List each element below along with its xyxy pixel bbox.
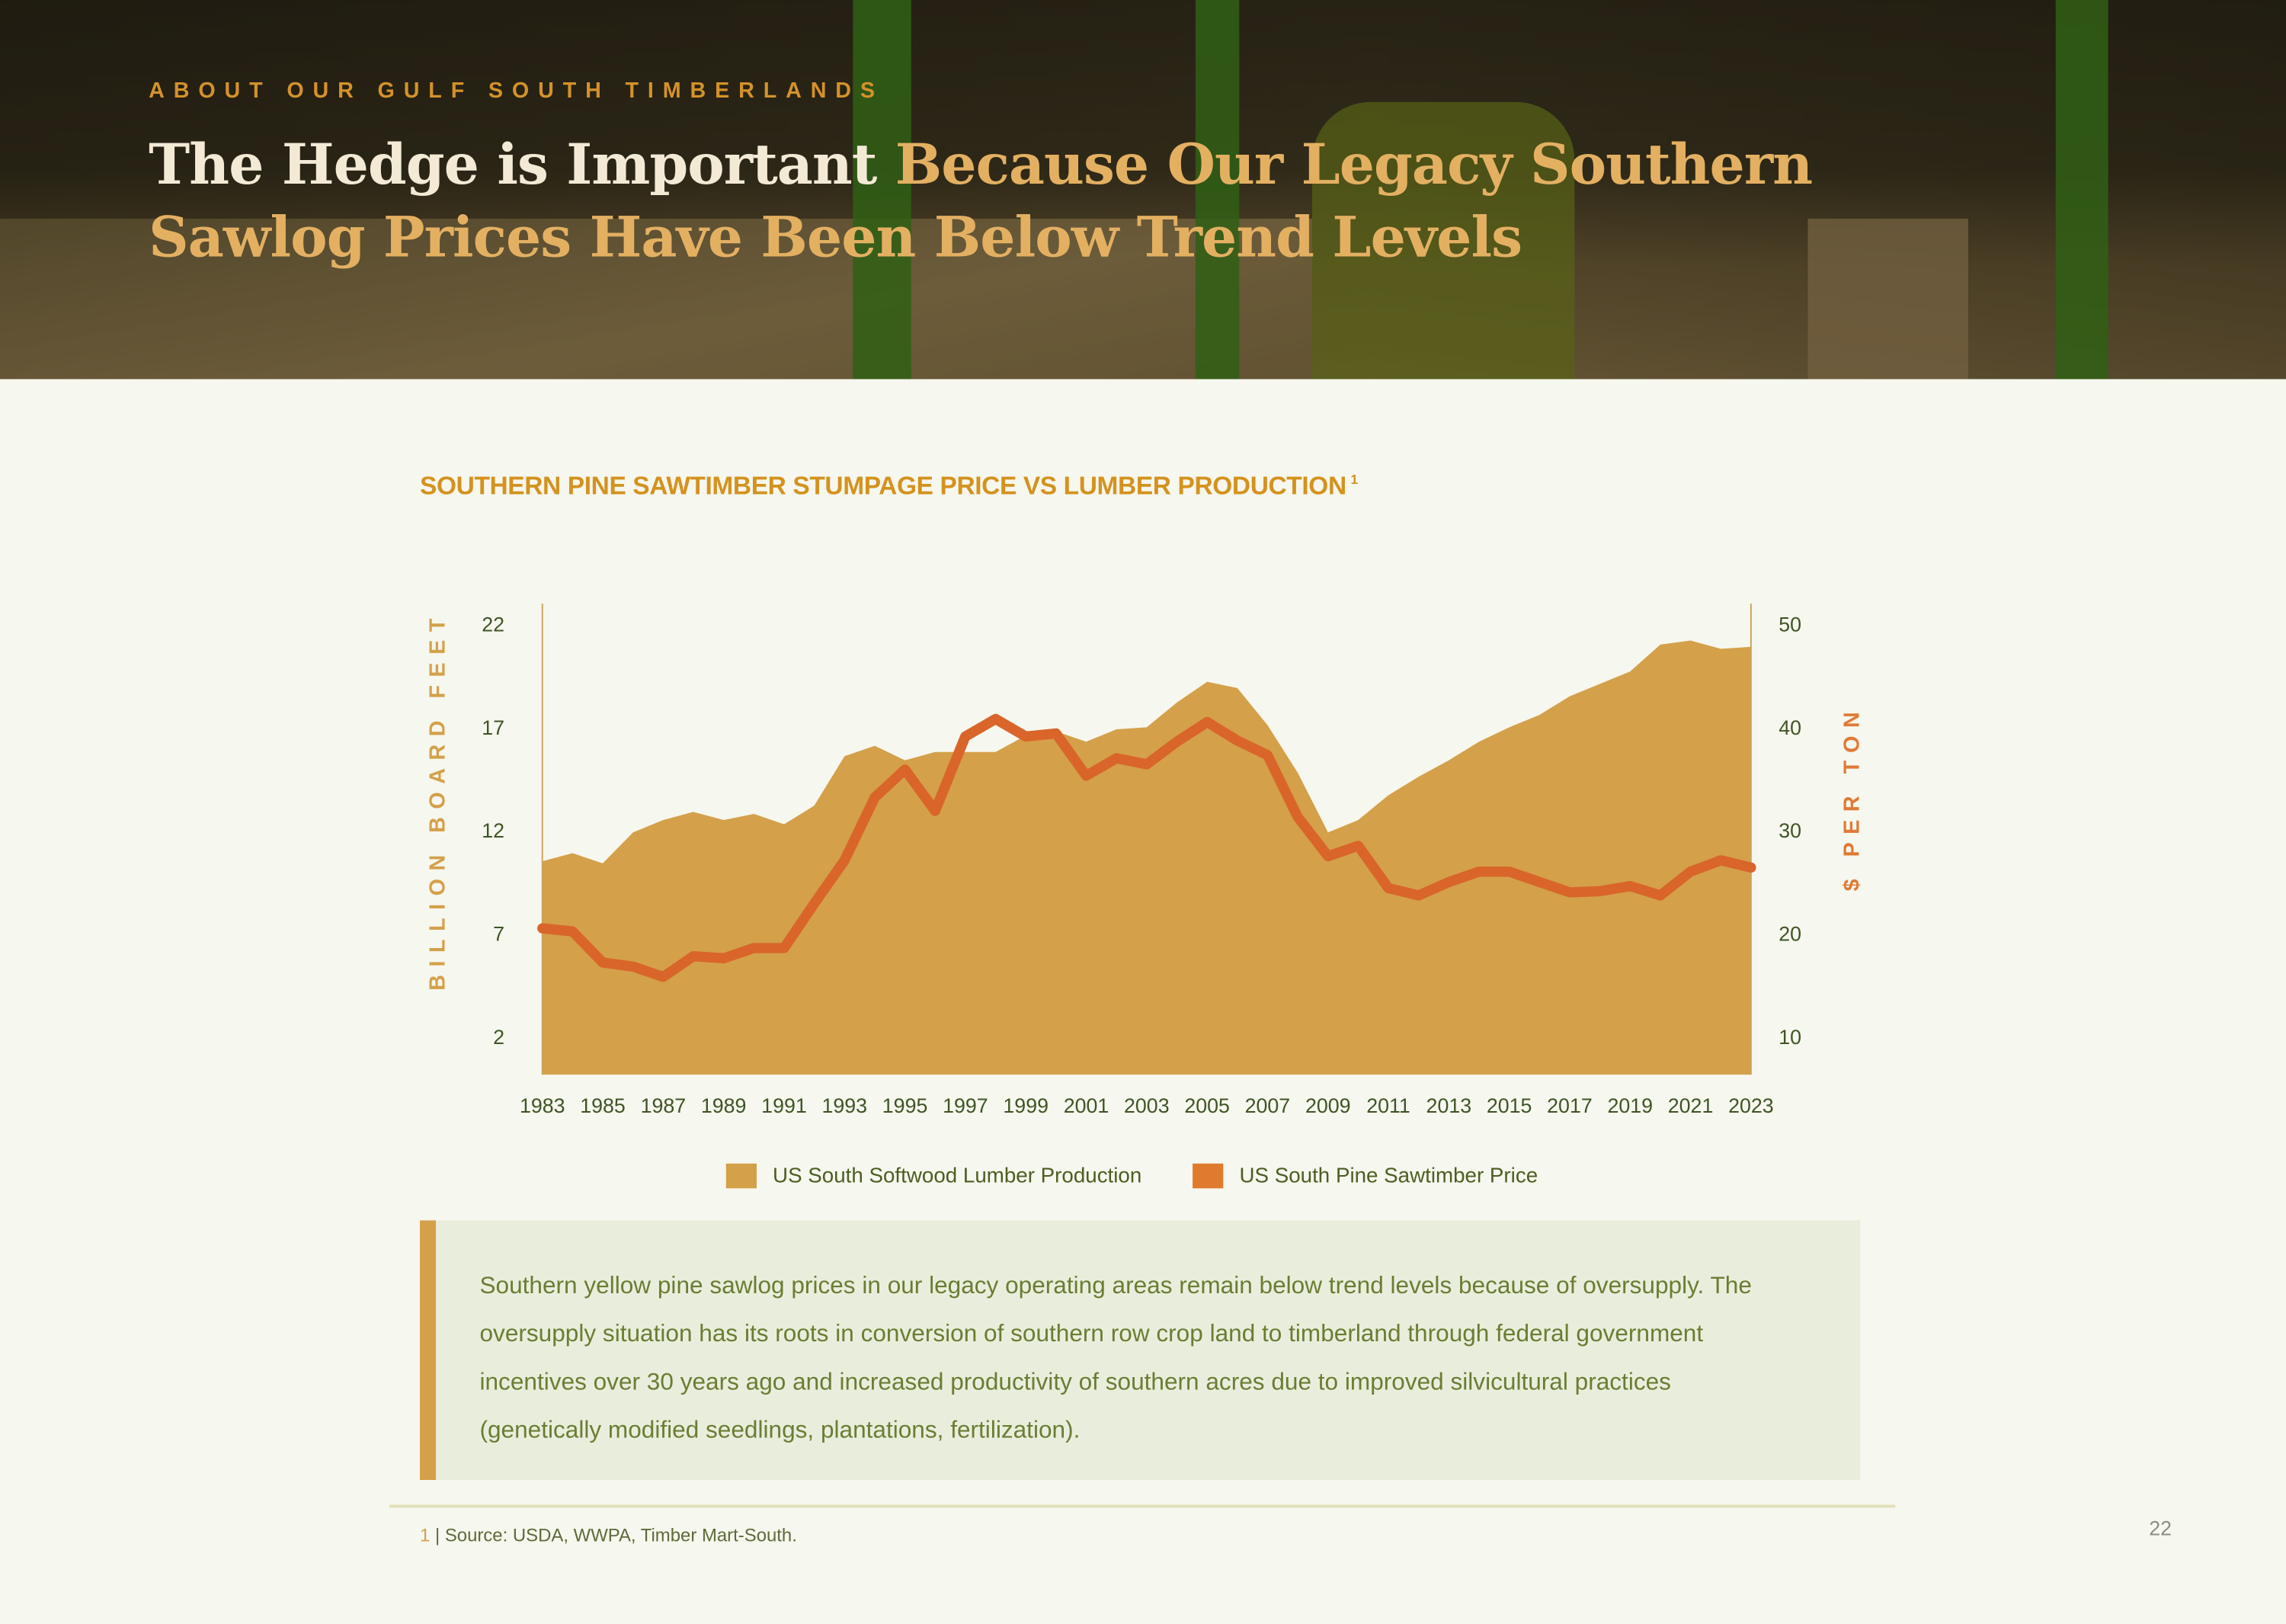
x-tick-label: 2013 [1426, 1094, 1472, 1117]
left-tick-label: 7 [493, 923, 504, 946]
x-tick-label: 2023 [1728, 1094, 1774, 1117]
x-tick-label: 1991 [761, 1094, 807, 1117]
hero-banner: ABOUT OUR GULF SOUTH TIMBERLANDS The Hed… [0, 0, 2286, 380]
hero-photo-machine [1195, 0, 1240, 380]
x-tick-label: 2003 [1124, 1094, 1170, 1117]
x-tick-label: 1997 [943, 1094, 988, 1117]
x-tick-label: 1995 [882, 1094, 928, 1117]
x-tick-label: 2015 [1487, 1094, 1532, 1117]
footnote: 1 | Source: USDA, WWPA, Timber Mart-Sout… [420, 1525, 797, 1546]
hero-photo-wood-stack [1807, 218, 1968, 380]
callout-accent-bar [420, 1220, 437, 1480]
x-tick-label: 2017 [1547, 1094, 1593, 1117]
title-highlight-part: Because Our Legacy Southern Sawlog Price… [149, 131, 1813, 270]
x-tick-label: 2021 [1668, 1094, 1714, 1117]
callout-text: Southern yellow pine sawlog prices in ou… [479, 1273, 1752, 1444]
x-tick-label: 2001 [1064, 1094, 1109, 1117]
legend-item-price: US South Pine Sawtimber Price [1193, 1163, 1538, 1189]
x-tick-label: 1989 [701, 1094, 747, 1117]
legend-swatch-production [725, 1163, 757, 1189]
footnote-ref: 1 [1350, 472, 1359, 488]
left-tick-label: 17 [482, 716, 504, 739]
left-tick-label: 12 [482, 819, 504, 842]
section-kicker: ABOUT OUR GULF SOUTH TIMBERLANDS [149, 78, 884, 104]
left-tick-label: 22 [482, 613, 504, 636]
x-tick-label: 2009 [1305, 1094, 1351, 1117]
x-tick-label: 2007 [1245, 1094, 1291, 1117]
right-tick-label: 10 [1779, 1026, 1801, 1049]
x-tick-label: 1999 [1003, 1094, 1049, 1117]
x-tick-label: 1983 [520, 1094, 565, 1117]
chart-title: SOUTHERN PINE SAWTIMBER STUMPAGE PRICE V… [420, 470, 1359, 501]
commentary-callout: Southern yellow pine sawlog prices in ou… [420, 1220, 1861, 1480]
x-tick-label: 1987 [641, 1094, 687, 1117]
production-area [542, 640, 1751, 1075]
right-tick-label: 50 [1779, 613, 1801, 636]
right-axis-title: $ PER TON [1839, 704, 1864, 892]
legend-item-production: US South Softwood Lumber Production [725, 1163, 1141, 1189]
title-white-part: The Hedge is Important [149, 131, 895, 197]
hero-photo-machine [2055, 0, 2108, 380]
page-number: 22 [2149, 1516, 2172, 1540]
left-tick-label: 2 [493, 1026, 504, 1049]
page-title: The Hedge is Important Because Our Legac… [149, 128, 1825, 274]
x-tick-label: 2005 [1184, 1094, 1230, 1117]
x-tick-label: 1993 [822, 1094, 868, 1117]
left-axis-title: BILLION BOARD FEET [426, 610, 450, 991]
hero-photo-lumber [0, 218, 1312, 380]
footer-divider [389, 1504, 1896, 1508]
legend-swatch-price [1193, 1163, 1224, 1189]
right-tick-label: 30 [1779, 819, 1801, 842]
right-tick-label: 40 [1779, 716, 1801, 739]
chart-legend: US South Softwood Lumber Production US S… [725, 1163, 1538, 1189]
hero-photo-machine [853, 0, 911, 380]
x-tick-label: 2011 [1366, 1094, 1410, 1117]
right-tick-label: 20 [1779, 923, 1801, 946]
hero-photo-worker [1311, 101, 1575, 380]
x-tick-label: 1985 [580, 1094, 626, 1117]
x-tick-label: 2019 [1607, 1094, 1653, 1117]
